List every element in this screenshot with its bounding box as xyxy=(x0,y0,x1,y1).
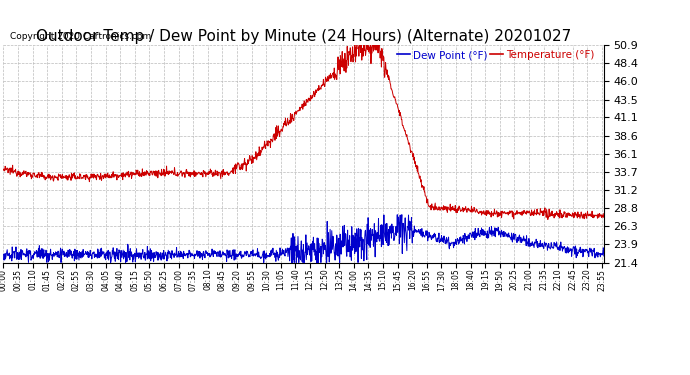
Text: Copyright 2020 Cartronics.com: Copyright 2020 Cartronics.com xyxy=(10,32,152,41)
Legend: Dew Point (°F), Temperature (°F): Dew Point (°F), Temperature (°F) xyxy=(393,46,598,64)
Title: Outdoor Temp / Dew Point by Minute (24 Hours) (Alternate) 20201027: Outdoor Temp / Dew Point by Minute (24 H… xyxy=(36,29,571,44)
